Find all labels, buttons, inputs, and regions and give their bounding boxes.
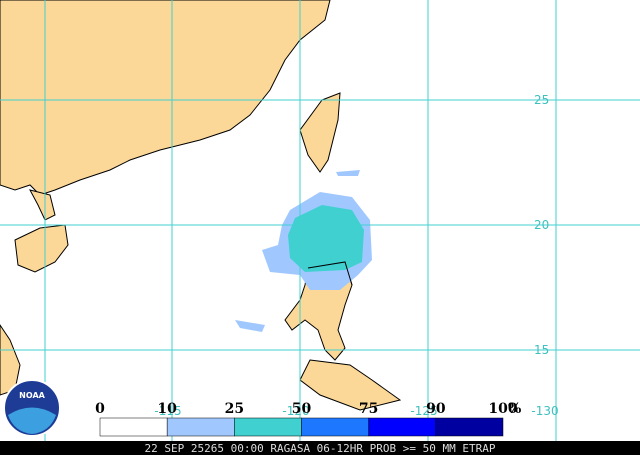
footer-band [0,441,640,455]
legend-label: 75 [359,401,378,417]
land-visayas [299,359,402,411]
land-hainan [14,224,69,273]
lon-label: -120 [282,404,309,418]
legend-label: 50 [292,401,312,417]
prob-10-west [235,320,265,332]
land-vietnam [0,324,21,396]
legend-label: 100 [488,401,517,417]
legend-swatch [368,417,437,437]
prob-10-north [336,170,360,176]
lat-label: 15 [534,343,549,357]
legend-swatch [99,417,168,437]
legend-swatch [301,417,369,437]
legend-swatch [234,417,302,437]
lon-label: -125 [410,404,437,418]
lat-label: 20 [534,218,549,232]
legend-unit: % [508,401,521,417]
footer-text: 22 SEP 25265 00:00 RAGASA 06-12HR PROB >… [145,442,496,455]
legend-label: 25 [225,401,244,417]
land-leizhou [29,189,56,221]
legend-swatch [166,417,235,437]
noaa-logo: NOAA [3,379,61,437]
legend-label: 10 [157,401,177,417]
legend-swatch [435,417,504,437]
logo-text: NOAA [19,391,45,400]
legend-label: 90 [426,401,446,417]
lon-label: -115 [154,404,181,418]
lat-label: 25 [534,93,549,107]
logo-wave [8,407,56,434]
land-taiwan [299,92,341,173]
lon-label: -130 [531,404,558,418]
legend-label: 0 [95,401,105,417]
prob-25 [288,205,364,272]
luzon-outline [307,261,353,286]
grid [0,0,640,441]
